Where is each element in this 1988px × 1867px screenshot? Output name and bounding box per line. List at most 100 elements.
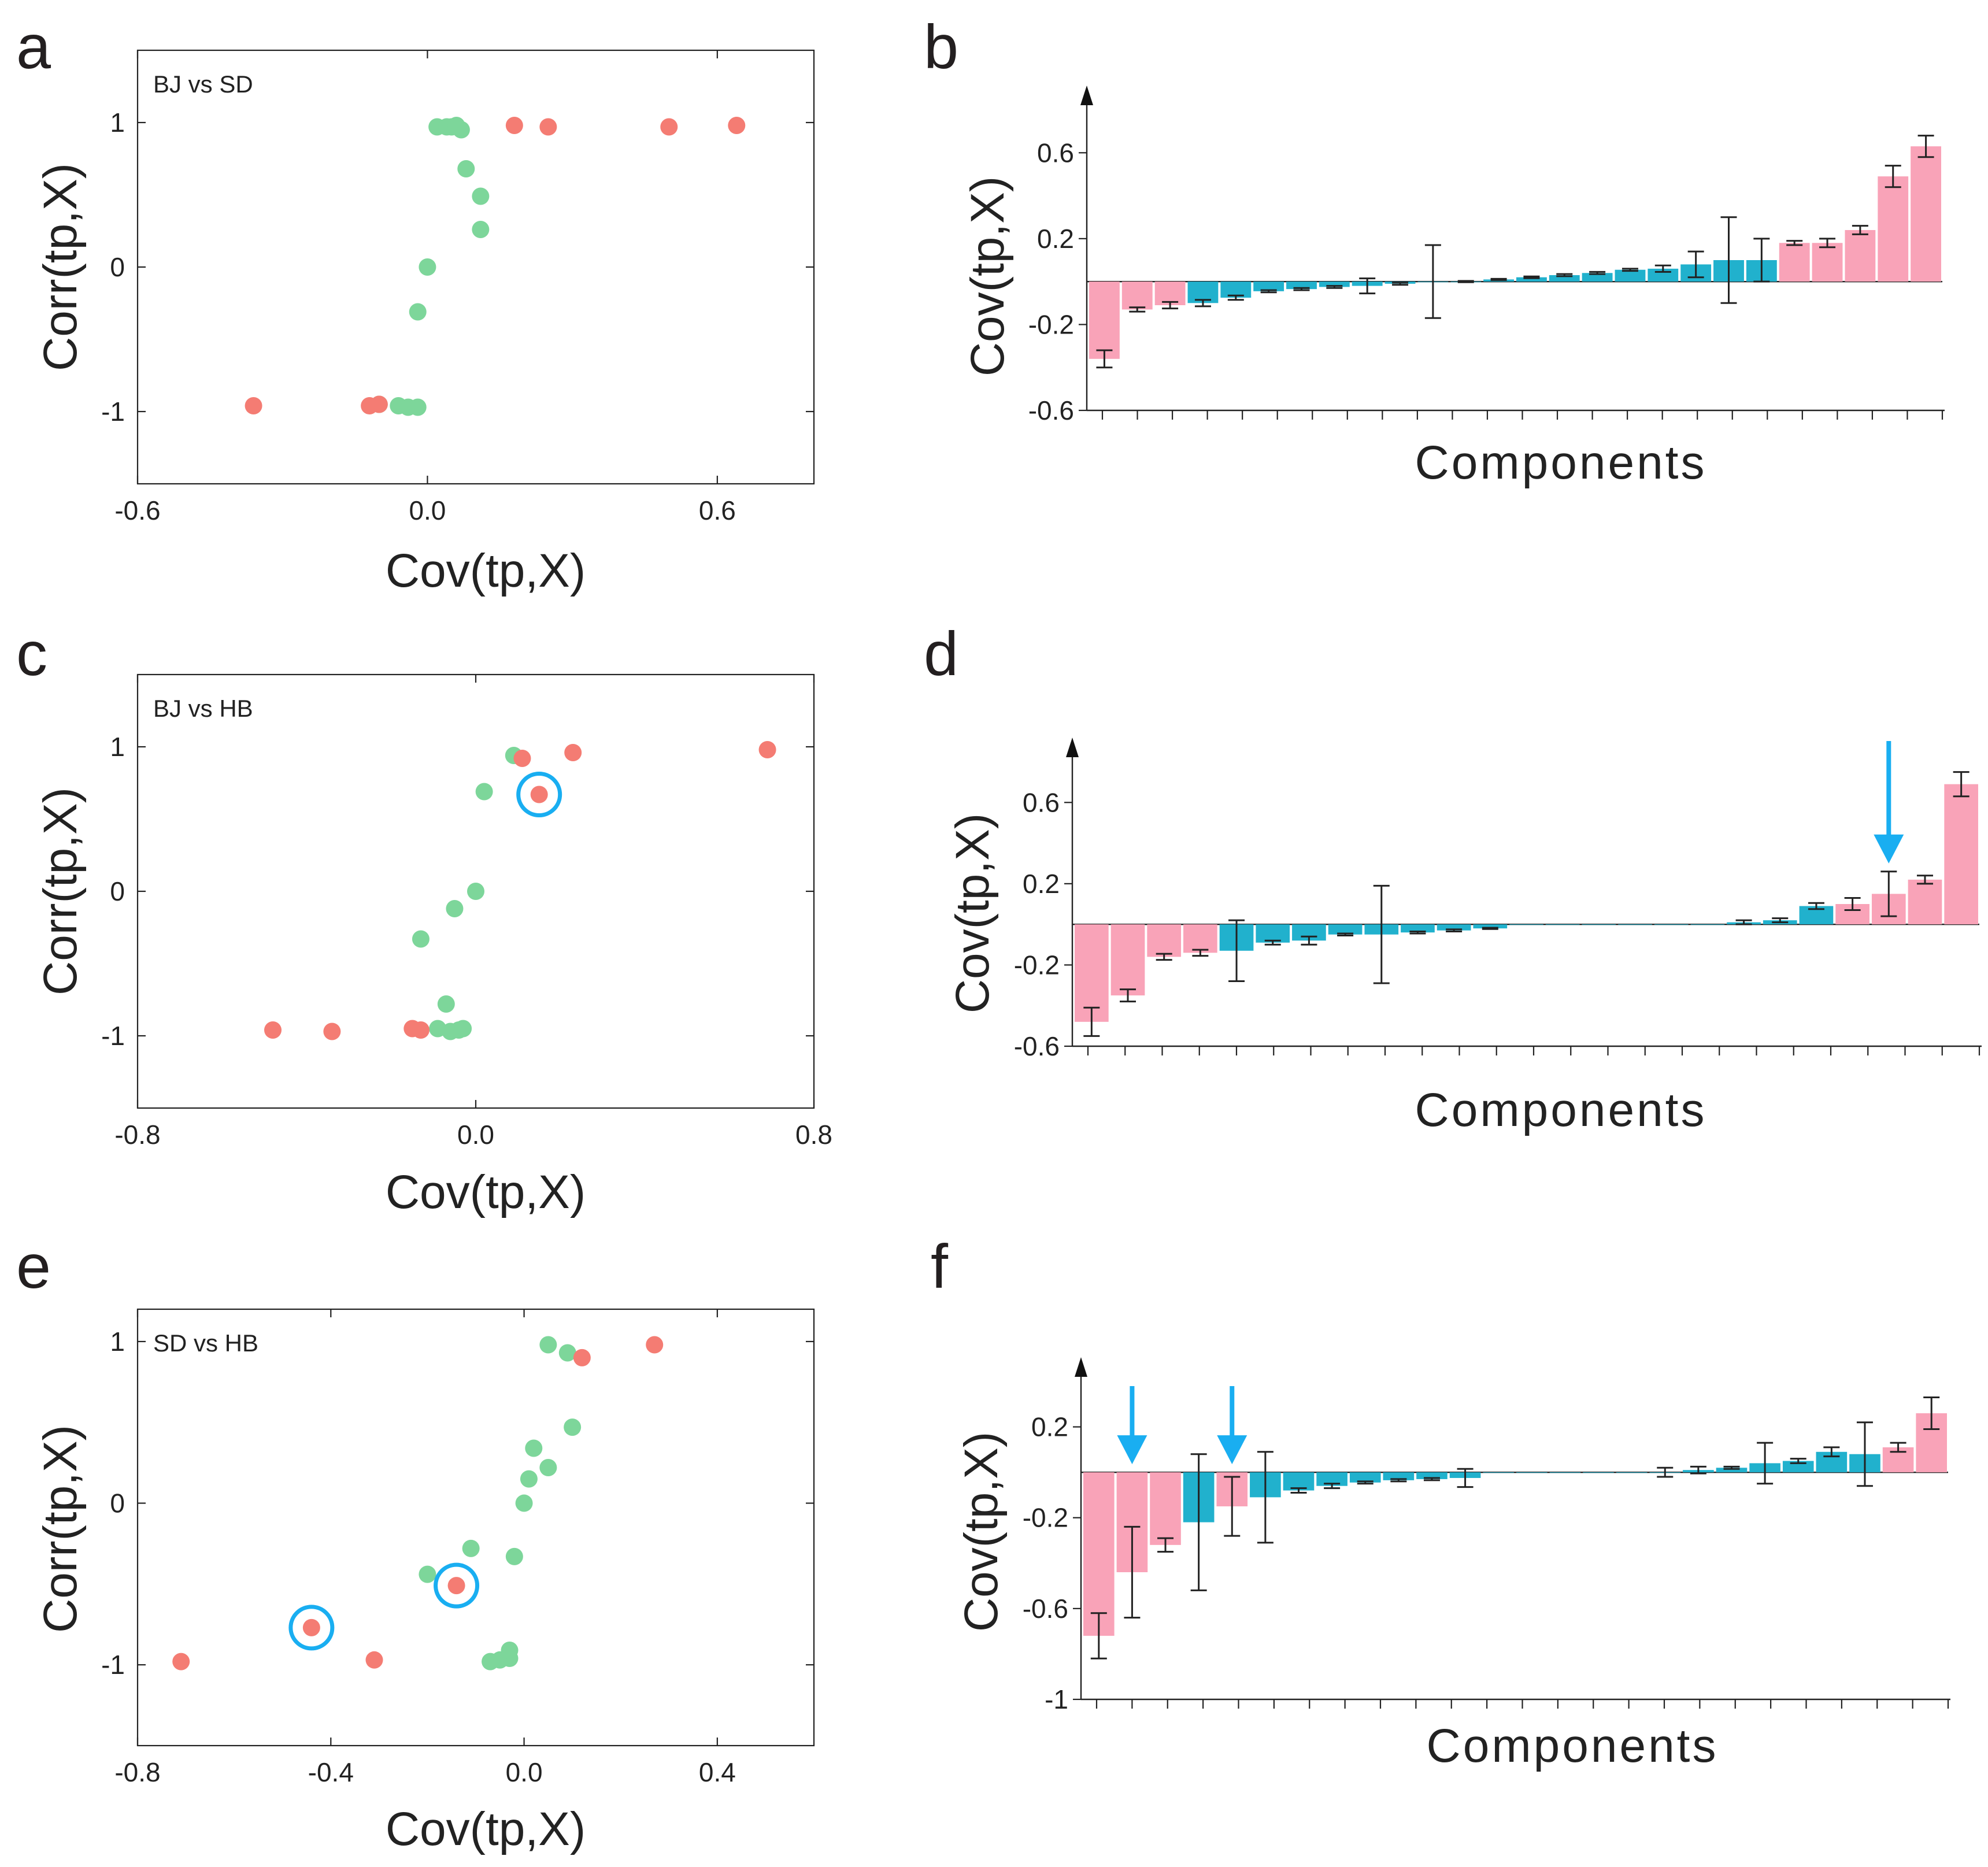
x-tick-label: 0.0 — [506, 1757, 543, 1787]
error-bar — [1890, 1442, 1906, 1453]
y-tick-label: 0 — [110, 252, 125, 282]
nonsignificant-point — [457, 160, 475, 177]
significant-bar — [1845, 230, 1876, 282]
error-bar — [1373, 884, 1390, 984]
highlight-arrow-head — [1117, 1435, 1147, 1465]
significant-point — [302, 1618, 320, 1636]
component-bar — [1654, 924, 1689, 925]
error-bar — [1917, 135, 1934, 158]
y-axis-arrowhead — [1066, 738, 1079, 757]
significant-point — [573, 1349, 591, 1366]
panel-a-scatter: BJ vs SD -0.6 0.0 0.6 -1 0 1 Cov(tp,X) Corr(… — [34, 49, 815, 597]
component-bar — [1253, 281, 1284, 291]
error-bar — [1720, 216, 1737, 304]
error-bar — [1192, 949, 1209, 957]
nonsignificant-point — [462, 1539, 480, 1557]
component-bar — [1401, 924, 1435, 933]
error-bar — [1359, 277, 1376, 295]
y-axis-arrowhead — [1075, 1357, 1087, 1377]
error-bar — [1293, 287, 1310, 291]
points-e — [172, 1336, 664, 1670]
error-bar — [1753, 238, 1770, 283]
y-axis-title-d: Cov(tp,X) — [946, 813, 999, 1013]
nonsignificant-point — [452, 121, 470, 139]
panel-e-scatter: SD vs HB -0.8 -0.4 0.0 0.4 -1 0 1 Cov(tp,X) C… — [34, 1308, 815, 1855]
y-tick-label: 0 — [110, 876, 125, 906]
error-bar — [1423, 1477, 1440, 1481]
significant-point — [365, 1651, 383, 1669]
significant-point — [539, 118, 557, 136]
component-bar — [1615, 269, 1646, 282]
error-bar — [1157, 1537, 1174, 1553]
component-bar — [1319, 281, 1350, 287]
y-tick-label: -1 — [101, 1021, 125, 1051]
error-bar — [1301, 935, 1317, 946]
y-axis-title-a: Corr(tp,X) — [34, 163, 87, 371]
significant-point — [513, 750, 531, 767]
error-bar — [1457, 1468, 1474, 1488]
significant-point — [412, 1021, 430, 1039]
x-axis-title-f: Components — [1427, 1720, 1719, 1772]
significant-point — [564, 744, 582, 761]
error-bar — [1424, 244, 1441, 319]
component-bar — [1583, 1472, 1614, 1473]
x-ticks-d — [1087, 1046, 1980, 1055]
error-bar — [1885, 165, 1901, 188]
error-bar — [1194, 299, 1211, 308]
nonsignificant-point — [505, 1547, 523, 1565]
significant-point — [660, 118, 678, 136]
y-ticks-c: -1 0 1 — [101, 732, 814, 1051]
nonsignificant-point — [446, 900, 464, 917]
y-ticks-a: -1 0 1 — [101, 108, 814, 427]
component-bar — [1549, 275, 1580, 282]
error-bar — [1290, 1487, 1307, 1494]
nonsignificant-point — [475, 783, 493, 801]
y-tick-label: -0.6 — [1014, 1031, 1060, 1061]
significant-point — [264, 1021, 282, 1039]
y-tick-label: 1 — [110, 108, 125, 138]
error-bar — [1337, 932, 1354, 936]
y-tick-label: -0.2 — [1023, 1503, 1068, 1533]
component-bar — [1516, 277, 1547, 282]
panel-b-bars: -0.6 -0.2 0.2 0.6 Components Cov(tp,X) — [961, 86, 1945, 489]
y-axis-arrowhead — [1080, 86, 1093, 105]
bars-f — [1083, 1386, 1947, 1659]
error-bar — [1409, 930, 1426, 935]
significant-point — [245, 397, 262, 414]
nonsignificant-point — [412, 930, 430, 948]
error-bar — [1654, 264, 1671, 273]
error-bar — [1687, 250, 1704, 279]
error-bar — [1190, 1453, 1207, 1591]
component-bar — [1416, 1472, 1447, 1479]
y-tick-label: -0.2 — [1028, 309, 1074, 339]
y-tick-label: 0.2 — [1031, 1412, 1068, 1442]
significant-bar — [1779, 243, 1810, 282]
error-bar — [1819, 238, 1836, 249]
component-bar — [1618, 924, 1652, 925]
comparison-label-c: BJ vs HB — [153, 695, 253, 722]
x-ticks-e: -0.8 -0.4 0.0 0.4 — [114, 1309, 736, 1787]
error-bar — [1090, 1612, 1107, 1659]
error-bar — [1657, 1466, 1674, 1478]
x-ticks-b — [1101, 410, 1943, 420]
x-axis-title-c: Cov(tp,X) — [386, 1166, 586, 1218]
nonsignificant-point — [501, 1642, 519, 1659]
error-bar — [1392, 281, 1409, 286]
error-bar — [1326, 285, 1343, 289]
nonsignificant-point — [409, 398, 427, 416]
error-bar — [1786, 240, 1803, 246]
error-bar — [1772, 917, 1789, 924]
x-tick-label: -0.8 — [114, 1757, 160, 1787]
x-ticks-f — [1095, 1699, 1949, 1709]
y-tick-label: -0.2 — [1014, 950, 1060, 980]
y-tick-label: 1 — [110, 1327, 125, 1357]
x-ticks-c: -0.8 0.0 0.8 — [114, 675, 832, 1150]
error-bar — [1556, 273, 1573, 277]
nonsignificant-point — [539, 1459, 557, 1477]
error-bar — [1923, 1396, 1940, 1430]
highlight-arrow-head — [1874, 834, 1904, 864]
error-bar — [1490, 277, 1507, 281]
nonsignificant-point — [558, 1344, 576, 1362]
y-tick-label: -1 — [101, 1650, 125, 1680]
panel-letter-e: e — [16, 1231, 51, 1301]
